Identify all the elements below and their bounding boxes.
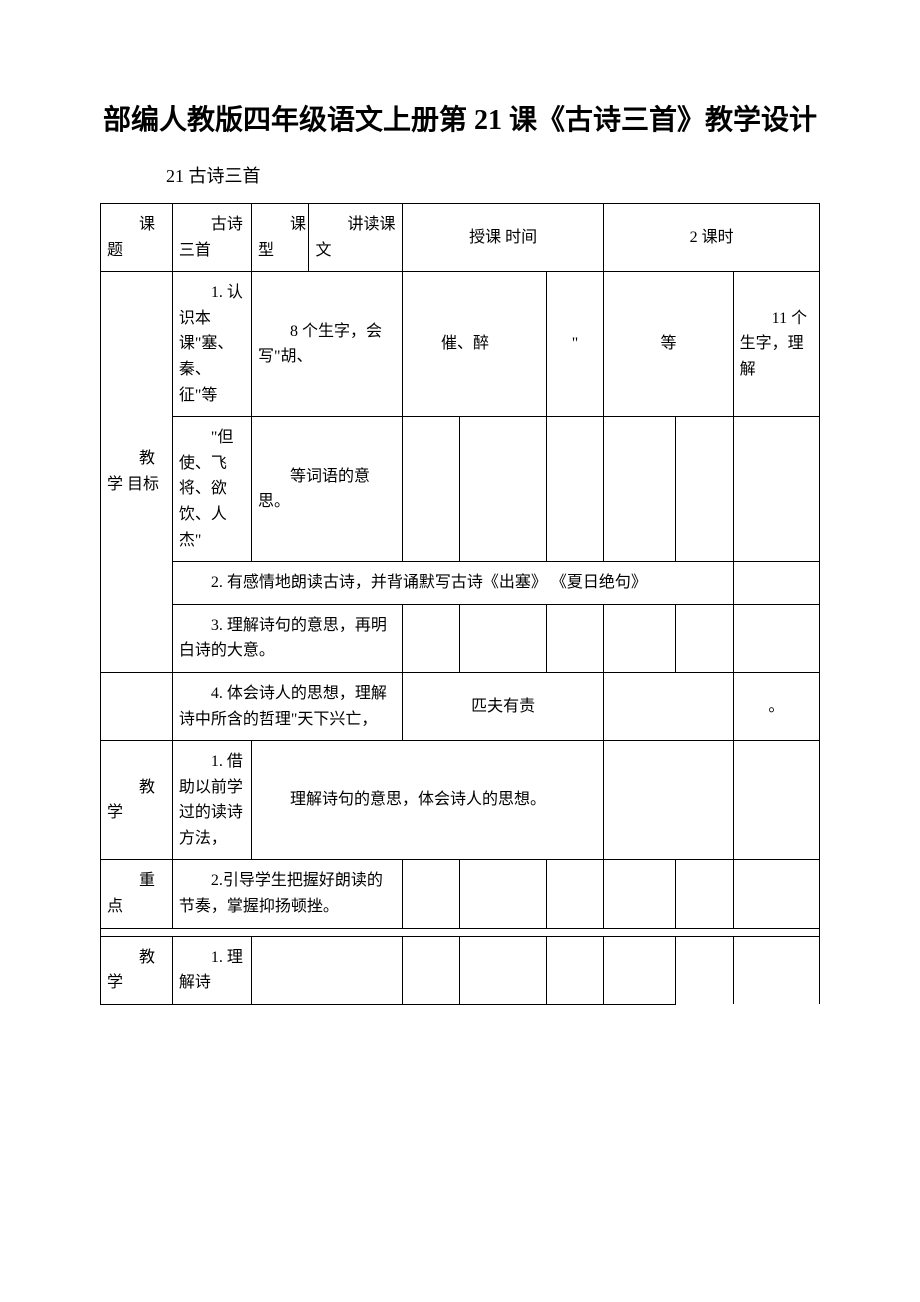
cell bbox=[676, 860, 734, 928]
cell bbox=[460, 860, 546, 928]
cell bbox=[604, 604, 676, 672]
table-row: 4. 体会诗人的思想，理解诗中所含的哲理"天下兴亡， 匹夫有责 。 bbox=[101, 672, 820, 740]
cell bbox=[460, 417, 546, 562]
cell: 1. 认识本课"塞、秦、征"等 bbox=[172, 272, 251, 417]
table-row: 2. 有感情地朗读古诗，并背诵默写古诗《出塞》 《夏日绝句》 bbox=[101, 562, 820, 605]
type-label: 课型 bbox=[251, 204, 309, 272]
cell bbox=[546, 604, 604, 672]
cell bbox=[402, 936, 460, 1004]
table-row: 3. 理解诗句的意思，再明白诗的大意。 bbox=[101, 604, 820, 672]
table-row: 课题 古诗三首 课型 讲读课文 授课 时间 2 课时 bbox=[101, 204, 820, 272]
key-label: 重点 bbox=[101, 860, 173, 928]
cell: 催、醉 bbox=[402, 272, 546, 417]
cell bbox=[733, 604, 819, 672]
cell bbox=[604, 936, 676, 1004]
cell: 4. 体会诗人的思想，理解诗中所含的哲理"天下兴亡， bbox=[172, 672, 402, 740]
cell bbox=[101, 672, 173, 740]
cell bbox=[546, 936, 604, 1004]
cell: " bbox=[546, 272, 604, 417]
table-row: "但使、飞将、欲饮、人杰" 等词语的意思。 bbox=[101, 417, 820, 562]
cell: "但使、飞将、欲饮、人杰" bbox=[172, 417, 251, 562]
cell bbox=[101, 928, 820, 936]
cell bbox=[402, 860, 460, 928]
cell: 11 个生字，理解 bbox=[733, 272, 819, 417]
table-row: 教学 1. 理解诗 bbox=[101, 936, 820, 1004]
focus-label: 教学 bbox=[101, 741, 173, 860]
cell: 匹夫有责 bbox=[402, 672, 603, 740]
goal-label: 教学 目标 bbox=[101, 272, 173, 673]
cell bbox=[460, 604, 546, 672]
cell bbox=[604, 417, 676, 562]
cell bbox=[733, 860, 819, 928]
table-row bbox=[101, 928, 820, 936]
cell bbox=[604, 860, 676, 928]
time-label: 授课 时间 bbox=[402, 204, 603, 272]
cell: 8 个生字，会写"胡、 bbox=[251, 272, 402, 417]
cell: 理解诗句的意思，体会诗人的思想。 bbox=[251, 741, 603, 860]
cell bbox=[604, 672, 733, 740]
cell bbox=[546, 417, 604, 562]
cell bbox=[733, 741, 819, 860]
cell bbox=[546, 860, 604, 928]
lesson-plan-table: 课题 古诗三首 课型 讲读课文 授课 时间 2 课时 教学 目标 1. 认识本课… bbox=[100, 203, 820, 1005]
cell: 。 bbox=[733, 672, 819, 740]
cell: 2. 有感情地朗读古诗，并背诵默写古诗《出塞》 《夏日绝句》 bbox=[172, 562, 733, 605]
cell bbox=[676, 936, 734, 1004]
cell bbox=[460, 936, 546, 1004]
cell bbox=[733, 562, 819, 605]
table-row: 重点 2.引导学生把握好朗读的节奏，掌握抑扬顿挫。 bbox=[101, 860, 820, 928]
cell: 3. 理解诗句的意思，再明白诗的大意。 bbox=[172, 604, 402, 672]
difficulty-label: 教学 bbox=[101, 936, 173, 1004]
cell bbox=[733, 936, 819, 1004]
cell: 等词语的意思。 bbox=[251, 417, 402, 562]
cell: 等 bbox=[604, 272, 733, 417]
time-value: 2 课时 bbox=[604, 204, 820, 272]
table-row: 教学 目标 1. 认识本课"塞、秦、征"等 8 个生字，会写"胡、 催、醉 " … bbox=[101, 272, 820, 417]
cell bbox=[402, 417, 460, 562]
cell: 1. 理解诗 bbox=[172, 936, 251, 1004]
table-row: 教学 1. 借助以前学过的读诗方法， 理解诗句的意思，体会诗人的思想。 bbox=[101, 741, 820, 860]
cell: 2.引导学生把握好朗读的节奏，掌握抑扬顿挫。 bbox=[172, 860, 402, 928]
cell bbox=[402, 604, 460, 672]
cell bbox=[251, 936, 402, 1004]
topic-label: 课题 bbox=[101, 204, 173, 272]
cell bbox=[733, 417, 819, 562]
type-value: 讲读课文 bbox=[309, 204, 402, 272]
cell bbox=[676, 417, 734, 562]
document-subtitle: 21 古诗三首 bbox=[100, 162, 820, 188]
cell bbox=[604, 741, 733, 860]
cell: 1. 借助以前学过的读诗方法， bbox=[172, 741, 251, 860]
document-title: 部编人教版四年级语文上册第 21 课《古诗三首》教学设计 bbox=[100, 100, 820, 142]
cell bbox=[676, 604, 734, 672]
topic-value: 古诗三首 bbox=[172, 204, 251, 272]
